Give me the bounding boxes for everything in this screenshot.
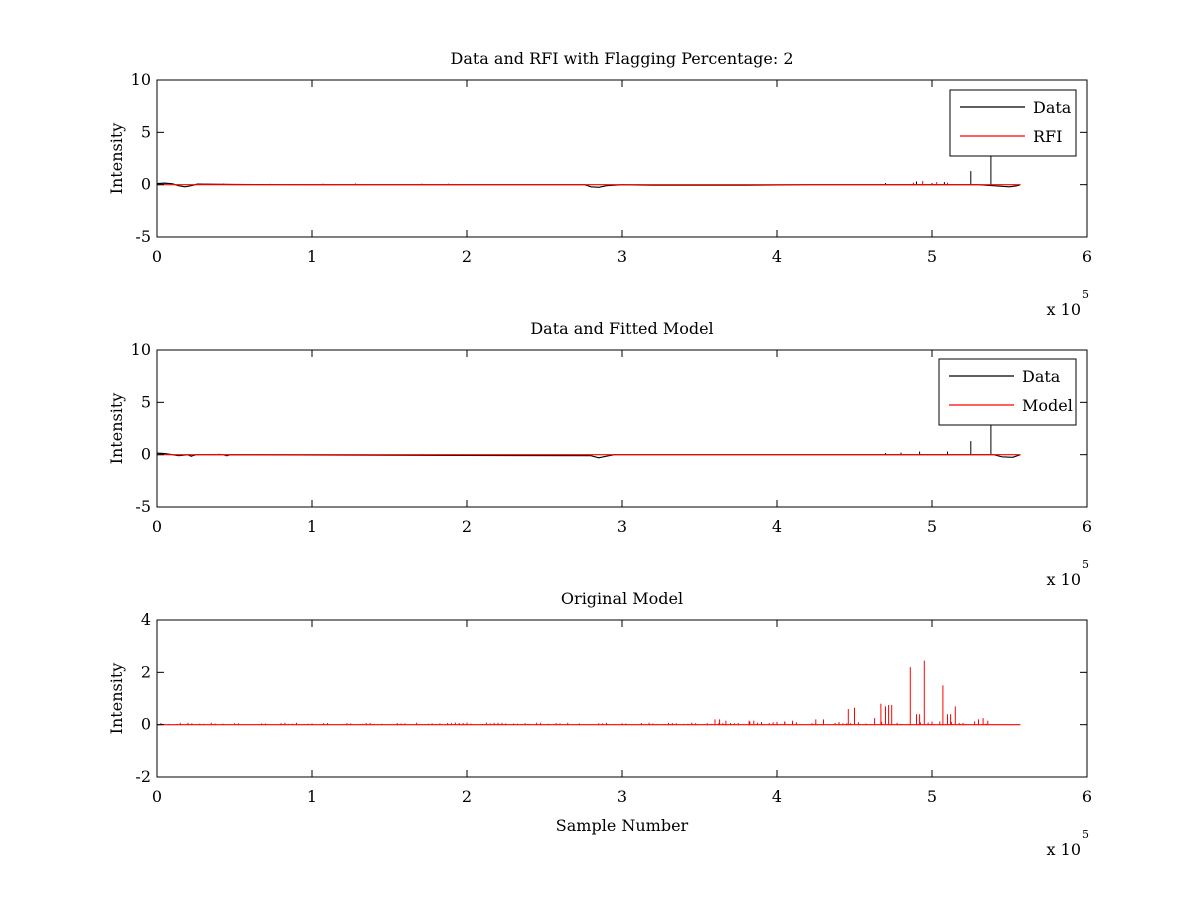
y-axis-label: Intensity	[107, 663, 126, 735]
y-tick-label: -5	[135, 227, 151, 246]
x-axis-label: Sample Number	[556, 816, 689, 835]
x-tick-label: 4	[772, 787, 782, 806]
chart-title: Data and Fitted Model	[530, 319, 713, 338]
x-tick-label: 6	[1082, 247, 1092, 266]
x-tick-label: 4	[772, 247, 782, 266]
y-tick-label: 10	[131, 70, 151, 89]
y-tick-label: 2	[141, 662, 151, 681]
x-tick-label: 0	[152, 787, 162, 806]
series-model	[157, 660, 1021, 726]
x-tick-label: 1	[307, 247, 317, 266]
legend-label: Data	[1033, 98, 1072, 117]
x-tick-label: 2	[462, 517, 472, 536]
x-tick-label: 2	[462, 787, 472, 806]
axes-box	[156, 79, 1088, 238]
series-rfi	[157, 181, 1021, 186]
y-tick-label: 0	[141, 175, 151, 194]
y-tick-label: 10	[131, 340, 151, 359]
legend-label: RFI	[1033, 127, 1062, 146]
y-tick-label: -2	[135, 767, 151, 786]
legend-label: Model	[1022, 396, 1073, 415]
y-tick-label: 5	[141, 122, 151, 141]
x-multiplier-exponent: 5	[1082, 828, 1089, 841]
y-tick-label: 0	[141, 445, 151, 464]
x-tick-label: 2	[462, 247, 472, 266]
legend: Data RFI	[949, 89, 1077, 157]
y-axis-label: Intensity	[107, 123, 126, 195]
legend-box	[949, 89, 1077, 157]
y-tick-label: 4	[141, 610, 151, 629]
y-axis-label: Intensity	[107, 393, 126, 465]
x-tick-label: 5	[927, 787, 937, 806]
x-tick-label: 5	[927, 517, 937, 536]
x-multiplier: x 10	[1047, 300, 1081, 319]
x-multiplier: x 10	[1047, 570, 1081, 589]
x-tick-label: 3	[617, 787, 627, 806]
series-line	[157, 452, 1021, 459]
x-multiplier-exponent: 5	[1082, 288, 1089, 301]
x-tick-label: 1	[307, 517, 317, 536]
series-model	[157, 453, 1021, 456]
x-tick-label: 0	[152, 517, 162, 536]
x-tick-label: 4	[772, 517, 782, 536]
legend: Data Model	[938, 358, 1077, 426]
x-tick-label: 1	[307, 787, 317, 806]
chart-title: Data and RFI with Flagging Percentage: 2	[450, 49, 793, 68]
series-group	[157, 425, 1021, 459]
x-tick-label: 6	[1082, 517, 1092, 536]
y-tick-label: 5	[141, 392, 151, 411]
x-tick-label: 6	[1082, 787, 1092, 806]
x-tick-label: 5	[927, 247, 937, 266]
y-tick-label: -5	[135, 497, 151, 516]
y-tick-label: 0	[141, 715, 151, 734]
series-data	[157, 425, 1021, 459]
legend-label: Data	[1022, 367, 1061, 386]
x-tick-label: 0	[152, 247, 162, 266]
x-tick-label: 3	[617, 247, 627, 266]
x-multiplier-exponent: 5	[1082, 558, 1089, 571]
x-tick-label: 3	[617, 517, 627, 536]
series-data	[157, 153, 1021, 188]
chart-title: Original Model	[561, 589, 683, 608]
axes-box	[156, 619, 1088, 778]
series-group	[157, 153, 1021, 188]
series-group	[157, 660, 1021, 726]
x-multiplier: x 10	[1047, 840, 1081, 859]
legend-box	[938, 358, 1077, 426]
